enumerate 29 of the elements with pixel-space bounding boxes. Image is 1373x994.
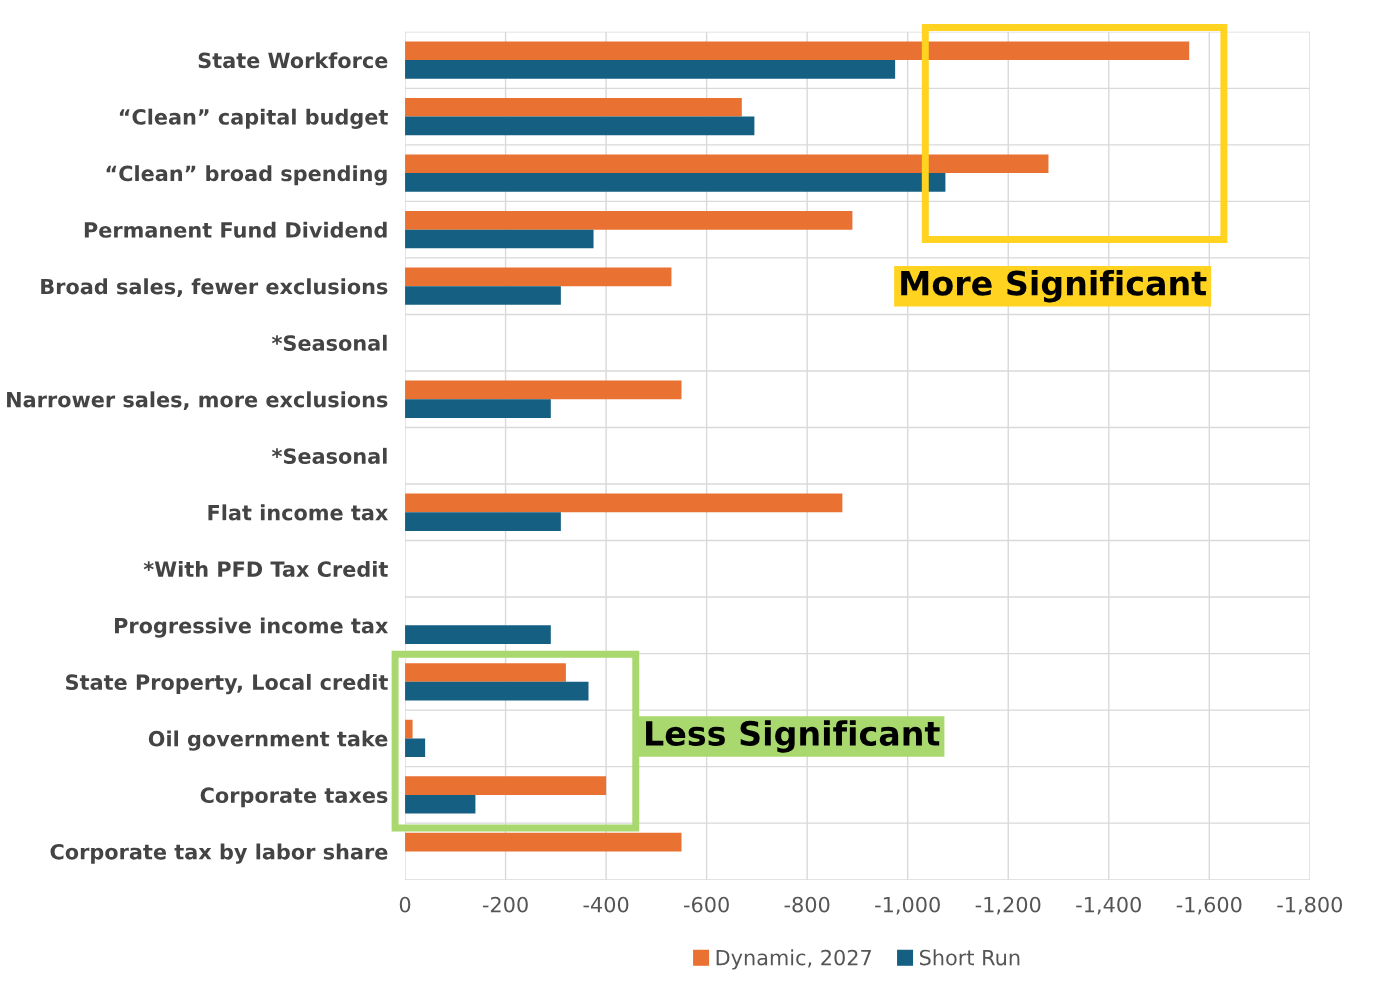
y-tick-label: State Workforce <box>198 52 388 69</box>
x-tick-label: -1,800 <box>1277 896 1343 915</box>
y-tick-label: “Clean” broad spending <box>106 165 387 186</box>
x-tick-label: -1,400 <box>1076 896 1141 915</box>
x-tick-label: -400 <box>583 896 629 913</box>
x-tick-label: -1,200 <box>975 896 1041 915</box>
y-tick-label: “Clean” capital budget <box>119 108 388 130</box>
y-tick-label: State Property, Local credit <box>66 673 388 695</box>
x-tick-label: -1,000 <box>875 896 940 915</box>
annotation: More Significant <box>901 269 1207 303</box>
y-tick-label: *With PFD Tax Credit <box>143 560 388 578</box>
y-tick-label: *Seasonal <box>271 334 387 351</box>
x-tick-label: -200 <box>482 896 528 913</box>
x-tick-label: 0 <box>399 896 411 913</box>
y-tick-label: *Seasonal <box>271 447 387 464</box>
legend-label: Dynamic, 2027 <box>716 949 871 970</box>
y-tick-label: Flat income tax <box>208 504 389 521</box>
annotation: Less Significant <box>646 720 940 753</box>
y-tick-label: Corporate tax by labor share <box>50 843 388 864</box>
x-tick-label: -1,600 <box>1176 896 1242 915</box>
y-tick-label: Corporate taxes <box>200 787 388 808</box>
y-tick-label: Narrower sales, more exclusions <box>7 391 388 411</box>
x-tick-label: -800 <box>784 896 830 913</box>
y-tick-label: Progressive income tax <box>115 617 389 638</box>
y-tick-label: Broad sales, fewer exclusions <box>41 278 388 298</box>
y-tick-label: Oil government take <box>148 730 388 751</box>
legend-label: Short Run <box>919 949 1020 966</box>
y-tick-label: Permanent Fund Dividend <box>84 221 387 238</box>
x-tick-label: -600 <box>684 896 729 913</box>
